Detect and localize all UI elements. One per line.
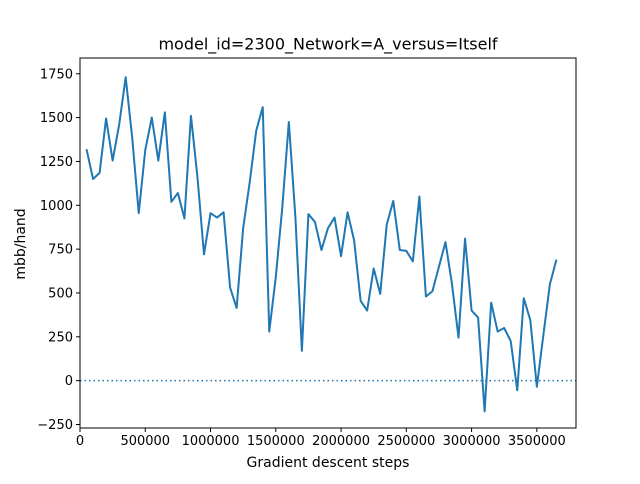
x-tick-label: 500000	[120, 434, 170, 449]
y-tick-label: 1500	[40, 111, 73, 126]
y-axis-label: mbb/hand	[13, 208, 29, 279]
y-tick-label: 500	[48, 286, 73, 301]
x-tick-label: 2000000	[312, 434, 370, 449]
y-tick-label: 1000	[40, 199, 73, 214]
x-tick-label: 3500000	[508, 434, 566, 449]
x-tick-label: 0	[76, 434, 84, 449]
x-tick-label: 2500000	[377, 434, 435, 449]
y-tick-label: 250	[48, 330, 73, 345]
x-axis-label: Gradient descent steps	[247, 455, 410, 471]
y-tick-label: 1750	[40, 67, 73, 82]
chart-title: model_id=2300_Network=A_versus=Itself	[158, 35, 497, 55]
x-tick-label: 1500000	[247, 434, 305, 449]
y-tick-label: 0	[65, 374, 73, 389]
y-tick-label: −250	[37, 418, 73, 433]
y-tick-label: 1250	[40, 155, 73, 170]
x-tick-label: 1000000	[182, 434, 240, 449]
x-tick-label: 3000000	[443, 434, 501, 449]
y-tick-label: 750	[48, 243, 73, 258]
